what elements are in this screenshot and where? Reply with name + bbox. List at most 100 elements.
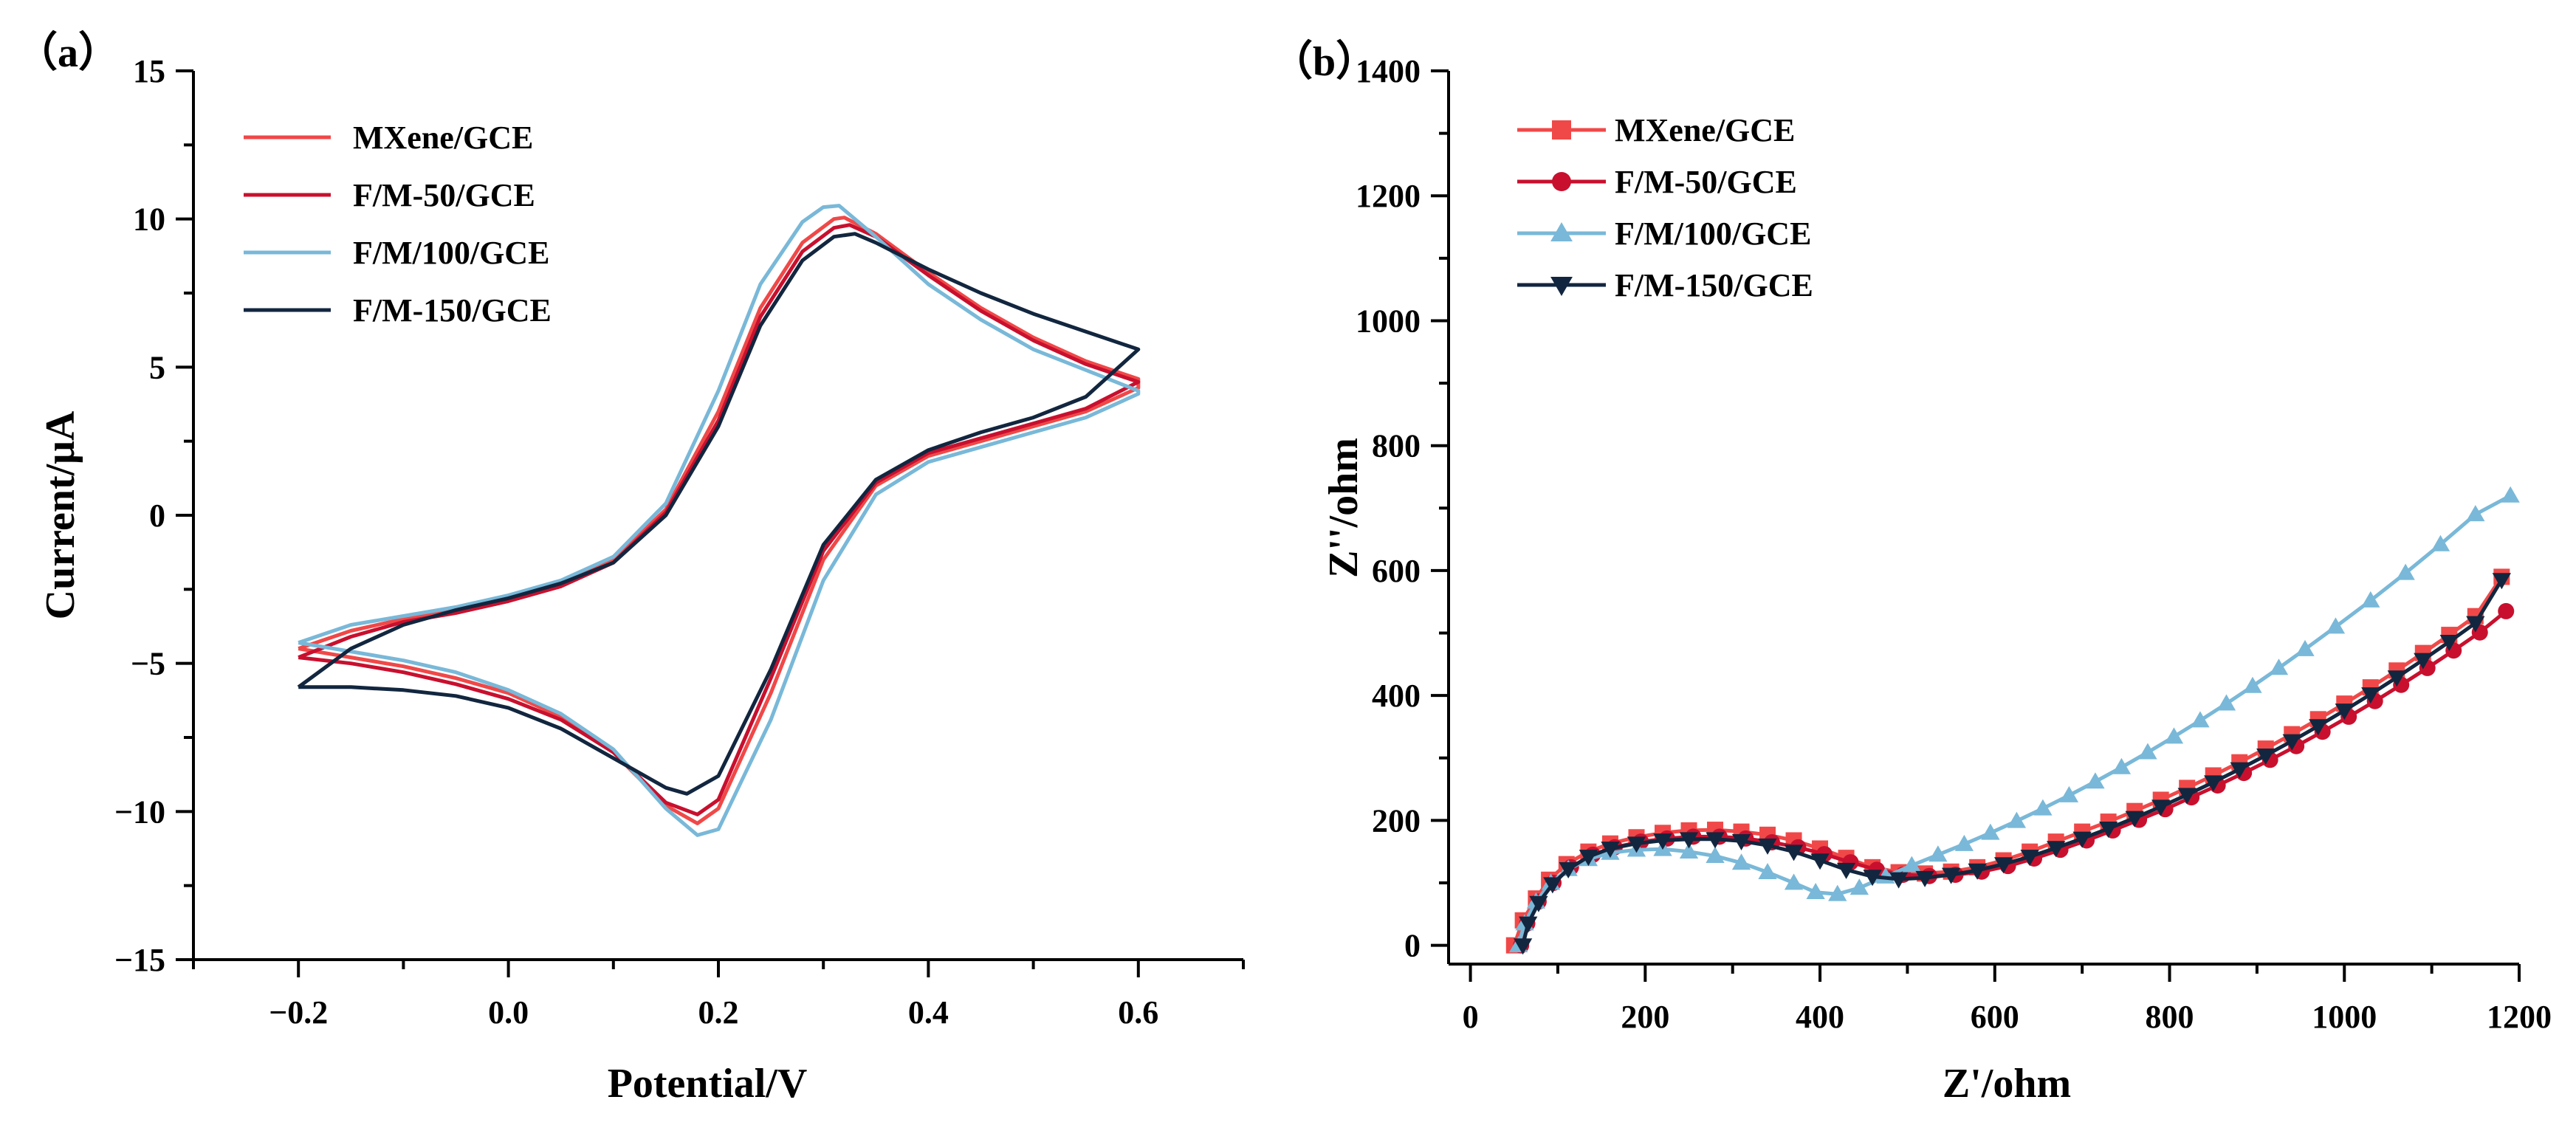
panel-a-legend-label: F/M-150/GCE [353, 292, 552, 328]
panel-b-legend-item-mxene-gce: MXene/GCE [1517, 112, 1795, 148]
panel-b-data-point-f-m-150-gce [1601, 842, 1620, 859]
panel-b-data-point-f-m-100-gce [2007, 811, 2027, 828]
panel-b-data-point-f-m-150-gce [1968, 863, 1987, 880]
panel-b-data-point-f-m-150-gce [2282, 734, 2301, 751]
panel-a-x-axis-title: Potential/V [608, 1061, 808, 1107]
panel-a-legend: MXene/GCE F/M-50/GCE F/M/100/GCE F/M-150/GC… [244, 120, 552, 328]
panel-b-data-point-f-m-100-gce [2361, 591, 2380, 608]
panel-b-legend: MXene/GCE F/M-50/GCE F/M/100/GCE F/M-150/GC… [1517, 112, 1813, 303]
panel-b-data-point-f-m-100-gce [1706, 846, 1725, 863]
panel-b-data-point-f-m-150-gce [1519, 916, 1538, 933]
panel-a-x-tick-label: 0.4 [908, 994, 949, 1031]
panel-b-data-point-f-m-150-gce [2492, 573, 2511, 590]
panel-b-data-point-f-m-100-gce [2164, 727, 2184, 744]
panel-b-data-point-f-m-150-gce [2387, 670, 2406, 687]
panel-a-legend-item-f-m-100-gce: F/M/100/GCE [244, 235, 549, 271]
panel-b-data-point-f-m-150-gce [1513, 938, 1533, 955]
panel-b-data-point-f-m-150-gce [2204, 775, 2223, 792]
panel-b-data-point-f-m-100-gce [1902, 856, 1921, 873]
panel-b-data-point-f-m-100-gce [2396, 563, 2415, 580]
panel-b-data-point-f-m-150-gce [2125, 811, 2144, 828]
panel-b-legend-label: F/M-50/GCE [1615, 164, 1797, 200]
panel-b-data-point-f-m-150-gce [2414, 653, 2433, 670]
panel-b-x-tick-label: 1000 [2312, 999, 2377, 1035]
panel-b-data-point-f-m-150-gce [1941, 867, 1961, 884]
panel-b-series-line-f-m-150-gce [1521, 579, 2504, 946]
panel-a-y-tick-label: −15 [114, 942, 165, 978]
panel-b-data-point-f-m-100-gce [2191, 711, 2210, 728]
panel-b-x-tick-label: 600 [1971, 999, 2019, 1035]
panel-b-x-tick-label: 1200 [2487, 999, 2552, 1035]
panel-b-data-point-f-m-150-gce [2256, 749, 2276, 766]
panel-b-data-point-f-m-100-gce [2466, 505, 2485, 522]
panel-a-legend-label: MXene/GCE [353, 120, 533, 156]
panel-b-data-point-f-m-150-gce [2230, 762, 2249, 779]
panel-a-y-tick-label: 5 [149, 349, 165, 385]
panel-b-x-tick-label: 400 [1796, 999, 1844, 1035]
eis-chart: 0 200 400 600 800 1000 1200 0 200 400 600 800 1000 12… [1356, 53, 2552, 1035]
panel-b-y-tick-label: 1400 [1356, 53, 1421, 89]
panel-b-label: （b） [1271, 38, 1377, 85]
panel-b-data-point-f-m-100-gce [1849, 878, 1869, 895]
cv-chart: −0.2 0.0 0.2 0.4 0.6 −15 −10 −5 0 5 10 15 MXene/GCE F… [114, 53, 1245, 1031]
panel-b-data-point-f-m-100-gce [2501, 486, 2520, 503]
panel-b-legend-marker [1550, 222, 1573, 242]
panel-b-data-point-f-m-100-gce [1928, 845, 1948, 862]
panel-b-legend-item-f-m-150-gce: F/M-150/GCE [1517, 267, 1813, 303]
panel-b-series-f-m-150-gce [1513, 573, 2511, 955]
panel-a-y-tick-label: −5 [131, 646, 165, 682]
panel-b-data-point-f-m-100-gce [2138, 743, 2157, 760]
panel-b-data-point-f-m-150-gce [1915, 870, 1934, 887]
panel-b-x-tick-label: 0 [1463, 999, 1479, 1035]
panel-b-data-point-f-m-150-gce [1863, 870, 1882, 887]
panel-a-series-f-m-150-gce [297, 232, 1141, 796]
panel-b-y-tick-label: 800 [1372, 428, 1421, 464]
panel-a-y-tick-label: 0 [149, 498, 165, 534]
panel-b-legend-item-f-m-100-gce: F/M/100/GCE [1517, 216, 1811, 252]
panel-b-data-point-f-m-100-gce [2216, 694, 2236, 711]
panel-b-x-tick-label: 800 [2146, 999, 2194, 1035]
panel-b-data-point-f-m-150-gce [1993, 857, 2013, 874]
panel-b-data-point-f-m-150-gce [1679, 832, 1699, 849]
panel-b-data-point-f-m-150-gce [2439, 635, 2459, 652]
panel-b-data-point-f-m-100-gce [2086, 772, 2105, 789]
panel-b-y-axis-title: Z''/ohm [1321, 438, 1367, 578]
panel-b-data-point-f-m-100-gce [2243, 676, 2262, 693]
panel-b-data-point-f-m-150-gce [1543, 877, 1562, 894]
panel-b-legend-marker [1550, 276, 1573, 296]
panel-b-data-point-f-m-150-gce [2466, 616, 2485, 633]
panel-a-x-tick-label: −0.2 [269, 994, 328, 1031]
panel-b-series-f-m-50-gce [1513, 602, 2515, 954]
panel-b-data-point-f-m-100-gce [2112, 757, 2132, 774]
panel-a-legend-label: F/M-50/GCE [353, 177, 535, 213]
panel-b-data-point-f-m-100-gce [1731, 853, 1751, 870]
panel-a-legend-item-mxene-gce: MXene/GCE [244, 120, 533, 156]
panel-b-data-point-f-m-100-gce [1679, 842, 1699, 859]
panel-b-data-point-f-m-150-gce [1627, 836, 1646, 853]
panel-b-data-point-f-m-150-gce [1836, 862, 1856, 879]
panel-b-series-line-f-m-100-gce [1517, 494, 2512, 946]
panel-b-legend-marker [1552, 172, 1571, 191]
panel-a-y-tick-label: 10 [133, 202, 165, 238]
panel-b-data-point-f-m-50-gce [2498, 602, 2515, 619]
panel-b-data-point-f-m-100-gce [2431, 534, 2450, 551]
panel-b-y-tick-label: 0 [1404, 928, 1421, 964]
panel-b-y-tick-label: 600 [1372, 553, 1421, 589]
panel-a-legend-label: F/M/100/GCE [353, 235, 549, 271]
panel-b-series-line-f-m-50-gce [1519, 609, 2507, 946]
panel-b-data-point-f-m-150-gce [1731, 833, 1751, 850]
panel-b-data-point-f-m-100-gce [2033, 799, 2053, 816]
panel-b-legend-label: F/M-150/GCE [1615, 267, 1813, 303]
panel-b-x-axis-title: Z'/ohm [1943, 1061, 2071, 1107]
panel-b-data-point-f-m-100-gce [2295, 639, 2315, 656]
panel-a-series-line-f-m-150-gce [297, 232, 1141, 796]
panel-b-legend-item-f-m-50-gce: F/M-50/GCE [1517, 164, 1797, 200]
panel-b-data-point-f-m-150-gce [1889, 872, 1909, 889]
panel-b-data-point-f-m-150-gce [2177, 788, 2197, 805]
panel-b-y-tick-label: 1200 [1356, 178, 1421, 214]
panel-b-data-point-f-m-150-gce [2020, 850, 2039, 867]
panel-b-series-mxene-gce [1505, 568, 2510, 954]
panel-b-data-point-f-m-150-gce [2309, 719, 2328, 736]
panel-b-data-point-f-m-100-gce [1806, 883, 1825, 900]
panel-b-data-point-f-m-150-gce [1758, 838, 1777, 855]
